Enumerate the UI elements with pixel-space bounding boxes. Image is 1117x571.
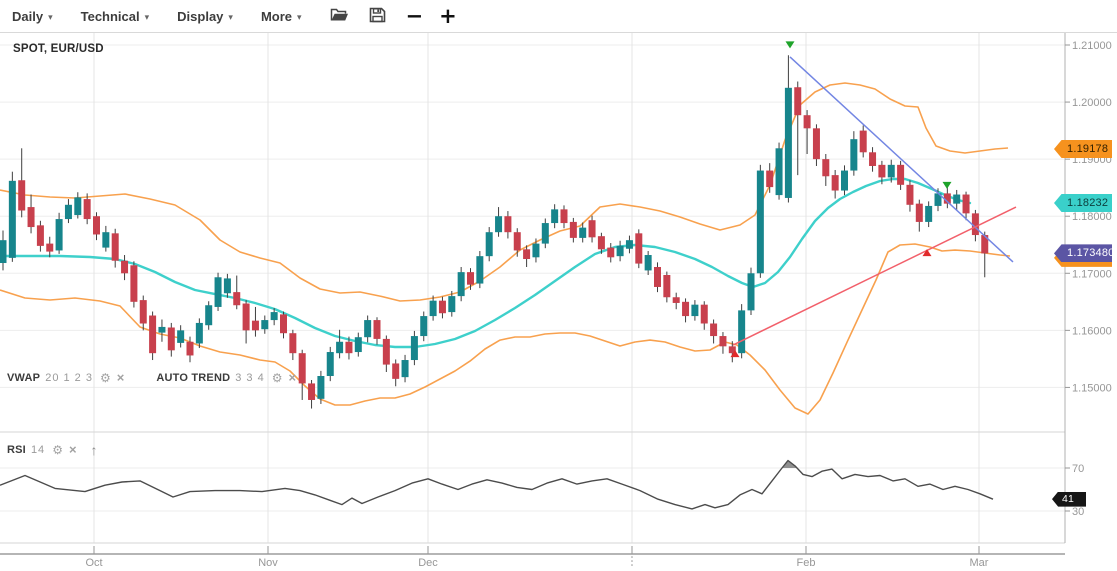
price-axis: 1.210001.200001.190001.180001.170001.160…	[1064, 33, 1112, 543]
zoom-out-button[interactable]: −	[405, 4, 424, 28]
svg-text:Oct: Oct	[85, 557, 102, 569]
autotrend-legend-params: 3 3 4	[235, 372, 265, 384]
time-axis: Oct Nov Dec Feb Mar	[0, 546, 1065, 569]
save-layout-button[interactable]	[369, 6, 386, 26]
menu-timeframe[interactable]: Daily ▾	[12, 9, 53, 24]
menu-display-label: Display	[177, 8, 224, 24]
vwap-price-badge: 1.18232	[1054, 193, 1112, 212]
svg-text:Feb: Feb	[797, 557, 816, 569]
svg-text:1.18000: 1.18000	[1072, 211, 1112, 223]
chart-toolbar: Daily ▾ Technical ▾ Display ▾ More ▾ − +	[0, 0, 1117, 33]
svg-text:1.21000: 1.21000	[1072, 40, 1112, 52]
symbol-label: SPOT, EUR/USD	[13, 43, 104, 55]
menu-more-label: More	[260, 8, 292, 24]
rsi-legend: RSI 14 ⚙ × ↑	[7, 442, 104, 458]
rsi-value-badge: 41	[1052, 491, 1086, 507]
autotrend-legend-name: AUTO TREND	[156, 372, 231, 384]
rsi-line	[0, 459, 994, 510]
chevron-down-icon: ▾	[297, 11, 302, 22]
grid-vertical	[93, 33, 980, 543]
save-icon	[369, 7, 386, 26]
open-layout-button[interactable]	[330, 6, 349, 26]
panel-borders	[0, 431, 1065, 544]
chevron-down-icon: ▾	[48, 11, 53, 22]
chevron-down-icon: ▾	[228, 11, 233, 22]
gear-icon[interactable]: ⚙	[271, 371, 283, 385]
bollinger-bands	[0, 82, 1011, 415]
rsi-overbought-fill	[782, 460, 797, 468]
vwap-legend-name: VWAP	[7, 372, 41, 384]
menu-technical-label: Technical	[80, 8, 140, 24]
menu-technical[interactable]: Technical ▾	[81, 9, 150, 24]
chevron-down-icon: ▾	[144, 11, 150, 22]
zoom-in-button[interactable]: +	[439, 4, 457, 28]
menu-more[interactable]: More ▾	[261, 9, 302, 24]
close-icon[interactable]: ×	[68, 442, 77, 457]
close-icon[interactable]: ×	[288, 370, 297, 385]
menu-timeframe-label: Daily	[12, 8, 44, 24]
svg-text:1.15000: 1.15000	[1072, 382, 1112, 394]
vwap-legend: VWAP 20 1 2 3 ⚙ ×	[7, 370, 130, 385]
svg-text:30: 30	[1072, 506, 1084, 518]
svg-text:70: 70	[1072, 463, 1084, 475]
upper-band-price-badge: 1.19178	[1054, 139, 1112, 158]
rsi-legend-name: RSI	[7, 444, 26, 456]
candles	[0, 55, 989, 409]
svg-text:Dec: Dec	[418, 557, 438, 569]
overlay-indicator-legends: VWAP 20 1 2 3 ⚙ × AUTO TREND 3 3 4 ⚙ ×	[7, 370, 328, 385]
gear-icon[interactable]: ⚙	[52, 443, 63, 457]
signal-markers	[730, 41, 952, 358]
svg-text:1.17000: 1.17000	[1072, 268, 1112, 280]
grid-horizontal	[0, 44, 1065, 512]
menu-display[interactable]: Display ▾	[177, 9, 233, 24]
vwap-legend-params: 20 1 2 3	[45, 372, 93, 384]
svg-text:1.20000: 1.20000	[1072, 97, 1112, 109]
open-folder-icon	[330, 7, 349, 26]
close-icon[interactable]: ×	[116, 370, 125, 385]
move-pane-up-icon[interactable]: ↑	[90, 442, 98, 458]
rsi-legend-params: 14	[30, 444, 46, 456]
svg-text:Nov: Nov	[258, 557, 278, 569]
gear-icon[interactable]: ⚙	[99, 371, 111, 385]
trend-lines	[732, 56, 1017, 346]
svg-text:Mar: Mar	[970, 557, 989, 569]
svg-text:1.16000: 1.16000	[1072, 325, 1112, 337]
last-price-badge: 1.173480	[1054, 244, 1112, 263]
autotrend-legend: AUTO TREND 3 3 4 ⚙ ×	[156, 370, 302, 385]
